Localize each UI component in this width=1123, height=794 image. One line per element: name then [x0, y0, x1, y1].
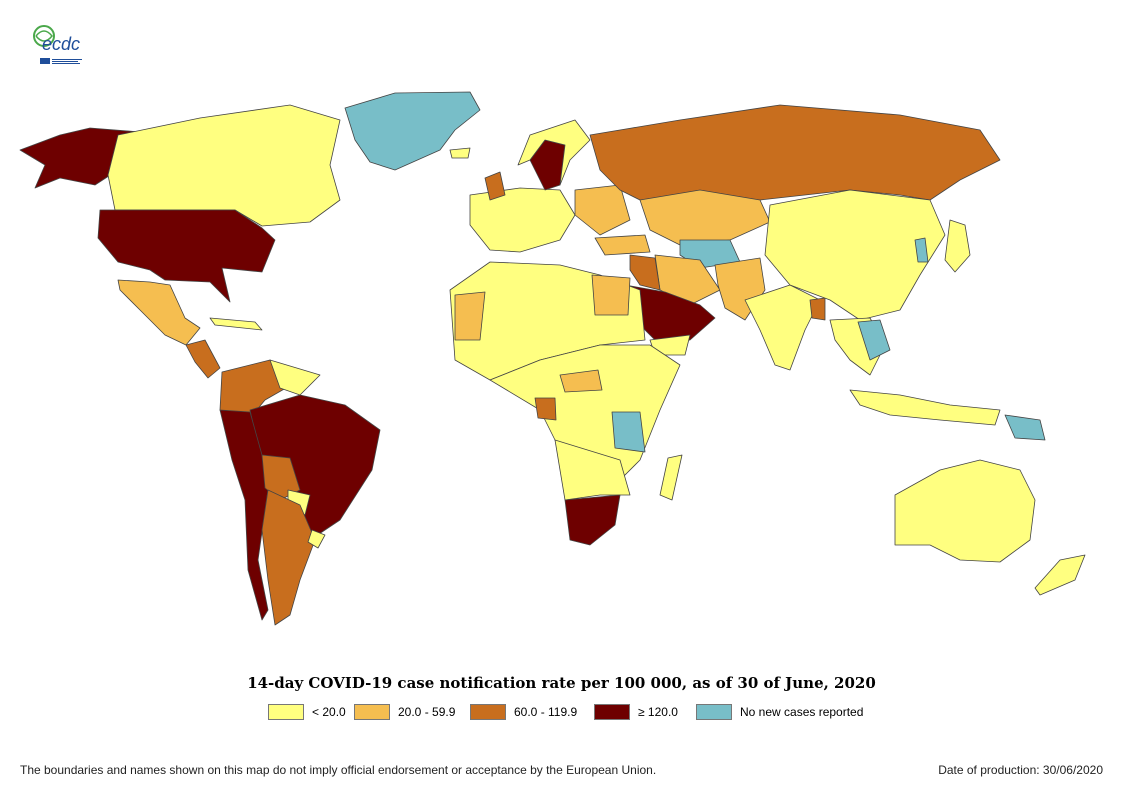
region-russia — [589, 104, 1001, 211]
region-caribbean — [209, 317, 263, 331]
region-uk — [484, 171, 506, 201]
region-egypt — [591, 274, 631, 316]
legend-swatch — [696, 704, 732, 720]
map-title: 14-day COVID-19 case notification rate p… — [247, 674, 876, 692]
region-new-zealand — [1034, 554, 1086, 596]
region-iceland — [449, 147, 471, 159]
legend-swatch — [470, 704, 506, 720]
region-australia — [894, 459, 1036, 563]
region-tanzania — [611, 411, 646, 453]
region-peru-chile — [219, 409, 269, 621]
region-argentina — [261, 489, 316, 626]
region-kazakhstan — [639, 189, 771, 246]
region-car — [559, 369, 603, 393]
legend-label: 60.0 - 119.9 — [514, 705, 578, 719]
region-madagascar — [659, 454, 683, 501]
legend-label: No new cases reported — [740, 705, 864, 719]
region-japan — [944, 219, 971, 273]
legend-label: 20.0 - 59.9 — [398, 705, 456, 719]
region-eastern-europe — [574, 184, 631, 236]
disclaimer-text: The boundaries and names shown on this m… — [20, 763, 657, 777]
legend-swatch — [354, 704, 390, 720]
region-norway-finland — [517, 119, 591, 186]
region-korea — [914, 237, 929, 263]
region-southern-africa — [554, 439, 631, 501]
logo-text: ecdc — [42, 34, 80, 54]
production-date: Date of production: 30/06/2020 — [938, 763, 1103, 777]
region-central-america — [185, 339, 221, 379]
region-greenland — [344, 91, 481, 171]
region-south-africa — [564, 494, 621, 546]
region-turkey — [594, 234, 651, 256]
region-western-europe — [469, 187, 576, 253]
region-gabon — [534, 397, 557, 421]
region-iraq — [629, 254, 661, 291]
region-indonesia — [849, 389, 1001, 426]
world-map — [19, 91, 1086, 626]
legend-swatch — [268, 704, 304, 720]
ecdc-logo: ecdc — [28, 18, 88, 70]
region-uruguay — [307, 529, 326, 549]
region-papua — [1004, 414, 1046, 441]
region-mauritania — [454, 291, 486, 341]
legend-label: ≥ 120.0 — [638, 705, 678, 719]
region-india — [744, 284, 821, 371]
region-bangladesh — [809, 297, 826, 321]
legend-label: < 20.0 — [312, 705, 346, 719]
region-mexico — [117, 279, 201, 346]
region-usa — [97, 209, 276, 303]
legend-swatch — [594, 704, 630, 720]
region-china — [764, 189, 946, 321]
region-vietnam-laos — [857, 319, 891, 361]
region-canada — [107, 104, 341, 227]
